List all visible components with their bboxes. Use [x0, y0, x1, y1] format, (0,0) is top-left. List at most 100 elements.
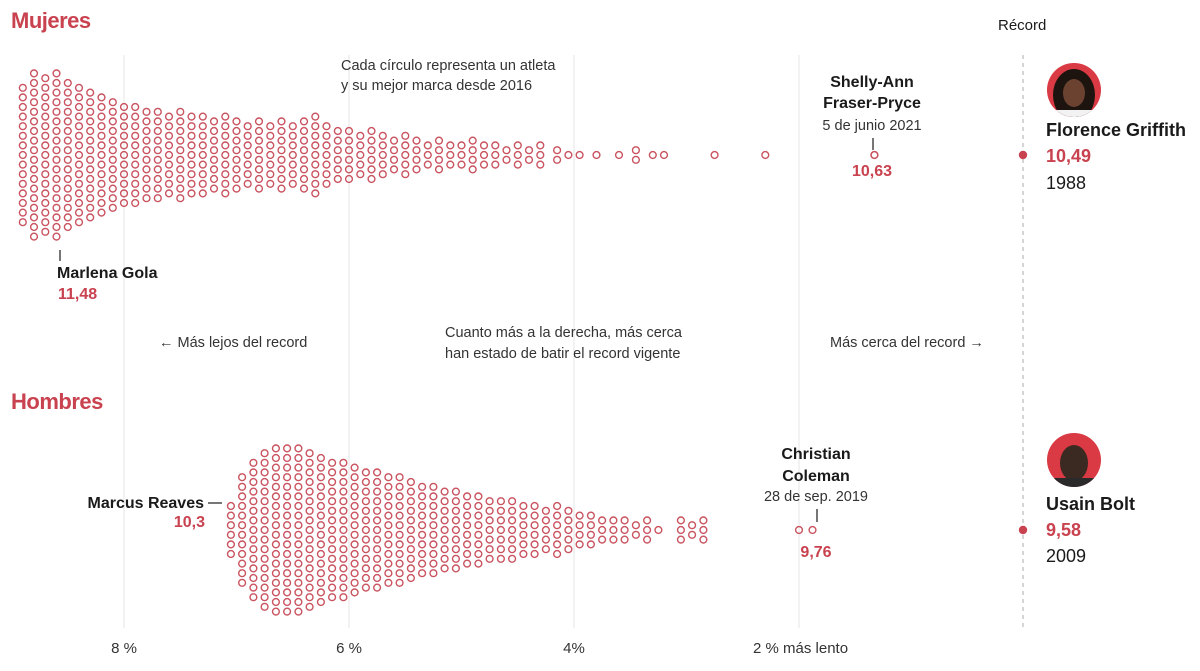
women-athlete-dot [513, 150, 522, 160]
men-athlete-dot [406, 564, 416, 573]
women-athlete-dot [187, 179, 196, 188]
men-athlete-dot [597, 516, 607, 525]
men-athlete-dot [305, 487, 314, 496]
women-athlete-dot [288, 150, 297, 160]
men-athlete-dot [429, 492, 438, 501]
men-athlete-dot [305, 468, 314, 477]
women-athlete-dot [131, 179, 140, 188]
men-athlete-dot [361, 487, 371, 496]
men-athlete-dot [361, 564, 371, 573]
women-athlete-dot [378, 150, 387, 160]
women-athlete-dot [564, 150, 573, 160]
women-athlete-dot [468, 146, 477, 155]
women-athlete-dot [164, 189, 174, 198]
men-athlete-dot [496, 516, 506, 525]
women-athlete-dot [513, 160, 522, 169]
women-athlete-dot [52, 155, 61, 164]
women-athlete-dot [491, 160, 500, 169]
women-athlete-dot [648, 150, 657, 160]
shelly-name-line2: Fraser-Pryce [823, 95, 921, 112]
tick-label-2: 2 % más lento [753, 640, 848, 657]
men-athlete-dot [238, 501, 247, 511]
men-athlete-dot [373, 477, 382, 487]
men-athlete-dot [238, 559, 247, 568]
women-athlete-dot [18, 160, 27, 169]
women-athlete-dot [322, 160, 331, 169]
women-athlete-dot [153, 184, 162, 193]
men-athlete-dot [294, 501, 303, 511]
women-athlete-dot [198, 150, 207, 160]
women-athlete-dot [29, 174, 39, 184]
women-athlete-dot [41, 170, 50, 179]
women-athlete-dot [18, 112, 27, 121]
men-athlete-dot [564, 506, 573, 515]
women-athlete-dot [63, 98, 72, 107]
men-athlete-dot [406, 554, 416, 563]
men-athlete-dot [395, 521, 404, 530]
women-athlete-dot [536, 160, 545, 169]
women-athlete-dot [164, 131, 174, 140]
men-athlete-dot [238, 569, 247, 578]
men-athlete-dot [406, 545, 416, 554]
women-athlete-dot [41, 74, 50, 83]
women-athlete-dot [288, 179, 297, 188]
men-athlete-dot [373, 573, 382, 583]
women-athlete-dot [52, 126, 61, 136]
men-athlete-dot [316, 492, 326, 501]
women-athlete-dot [311, 150, 320, 160]
women-athlete-dot [86, 107, 95, 116]
men-athlete-dot [249, 477, 258, 487]
men-athlete-dot [620, 535, 629, 544]
men-athlete-dot [271, 473, 281, 482]
women-athlete-dot [97, 102, 106, 112]
women-athlete-dot [187, 112, 196, 121]
women-athlete-dot [153, 155, 162, 164]
women-athlete-dot [74, 208, 84, 217]
women-athlete-dot [52, 117, 61, 126]
men-athlete-dot [283, 549, 292, 559]
men-athlete-dot [328, 573, 337, 583]
women-athlete-dot [232, 146, 241, 155]
women-athlete-dot [311, 141, 320, 150]
women-athlete-dot [29, 222, 39, 232]
women-athlete-dot [378, 141, 387, 150]
women-athlete-dot [288, 131, 297, 140]
men-athlete-dot [564, 535, 573, 544]
men-athlete-dot [564, 516, 573, 525]
women-athlete-dot [401, 170, 410, 179]
women-athlete-dot [119, 160, 129, 169]
men-athlete-dot [395, 578, 404, 587]
men-athlete-dot [687, 521, 697, 530]
men-athlete-dot [507, 535, 517, 544]
women-athlete-dot [176, 165, 185, 174]
women-athlete-dot [29, 232, 39, 241]
women-athlete-dot [232, 174, 241, 184]
women-athlete-dot [254, 146, 264, 155]
men-athlete-dot [463, 530, 472, 539]
men-athlete-dot [384, 569, 393, 578]
women-athlete-dot [221, 122, 230, 131]
men-athlete-dot [373, 535, 382, 544]
women-athlete-dot [232, 136, 241, 145]
men-athlete-dot [271, 492, 281, 501]
men-athlete-dot [283, 463, 292, 472]
women-athlete-dot [468, 136, 477, 145]
women-athlete-dot [119, 170, 129, 179]
men-athlete-dot [485, 535, 494, 544]
women-athlete-dot [52, 174, 61, 184]
men-athlete-dot [339, 516, 348, 525]
women-athlete-dot [41, 179, 50, 188]
men-athlete-dot [316, 453, 326, 463]
women-athlete-dot [221, 189, 230, 198]
women-athlete-dot [176, 117, 185, 126]
men-athlete-dot [395, 511, 404, 520]
men-athlete-dot [451, 554, 461, 563]
men-athlete-dot [339, 593, 348, 602]
men-athlete-dot [328, 583, 337, 592]
men-athlete-dot [384, 530, 393, 539]
women-athlete-dot [86, 213, 95, 222]
men-athlete-dot [474, 521, 483, 530]
men-athlete-dot [294, 521, 303, 530]
men-athlete-dot [463, 521, 472, 530]
men-athlete-dot [260, 458, 269, 467]
